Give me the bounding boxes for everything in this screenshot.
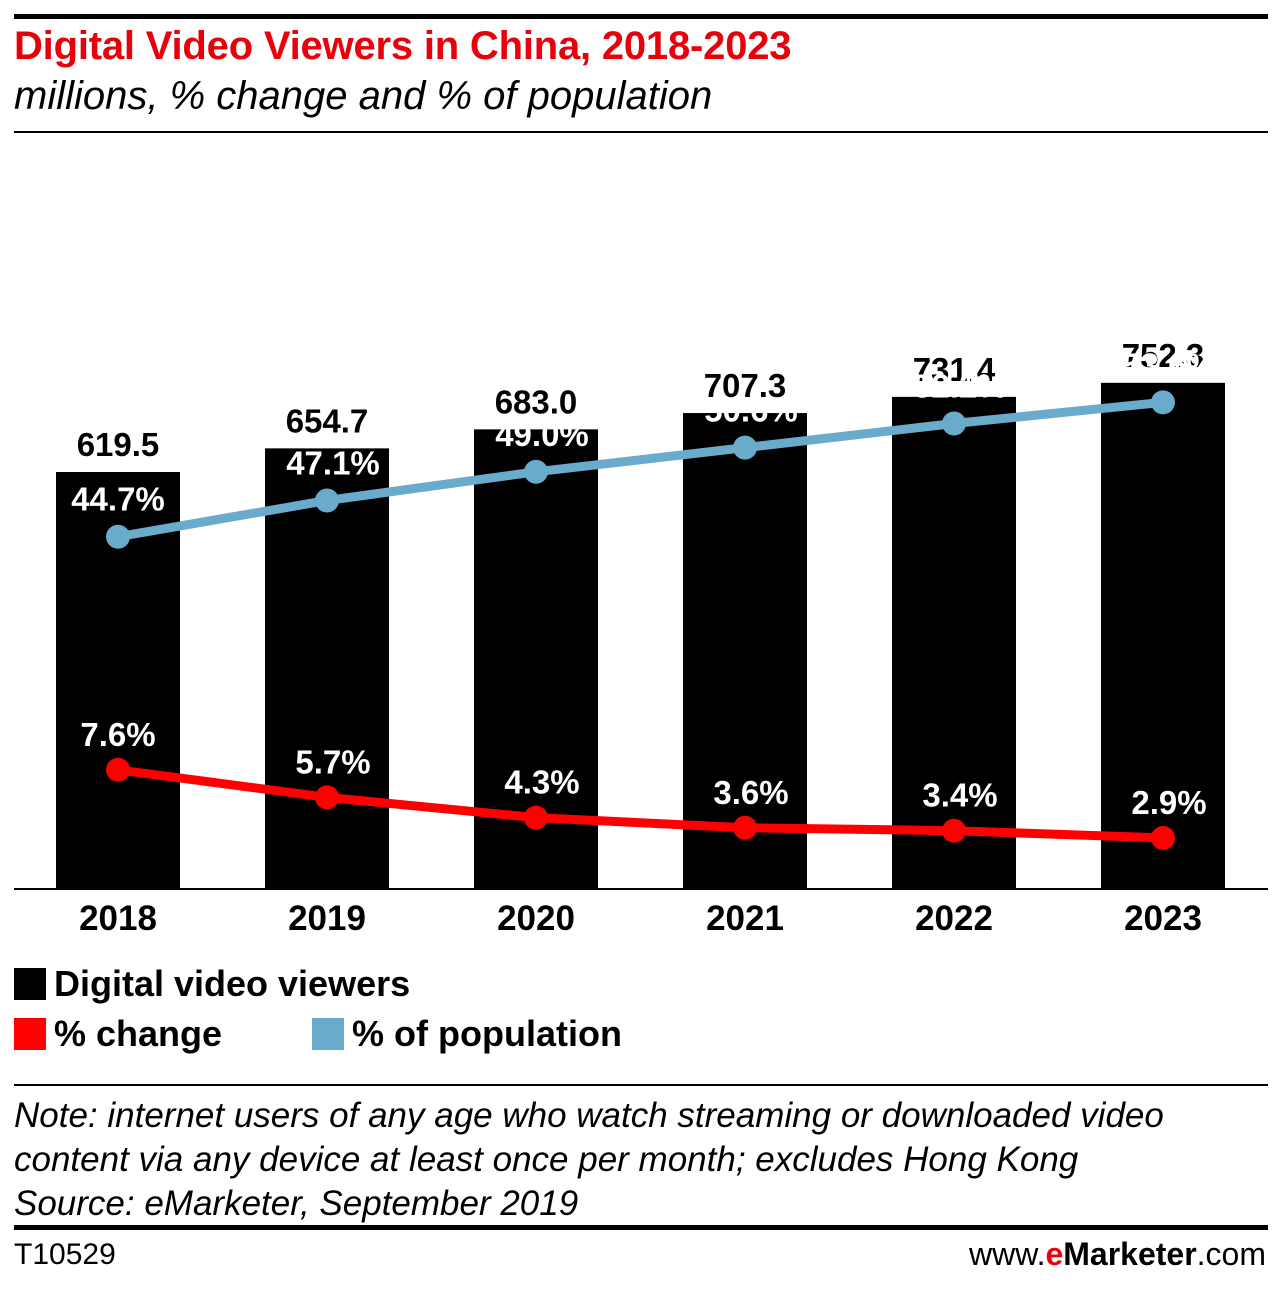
note-line-2: content via any device at least once per… [14, 1140, 1079, 1179]
legend-swatch-population [312, 1018, 344, 1050]
change-data-label: 5.7% [295, 743, 370, 780]
x-tick-label: 2020 [497, 899, 575, 938]
brand-logo[interactable]: www.eMarketer.com [969, 1236, 1266, 1273]
population-data-label: 47.1% [286, 444, 380, 481]
chart-title: Digital Video Viewers in China, 2018-202… [14, 24, 792, 68]
bar-value-label: 707.3 [704, 367, 787, 404]
legend-label-population: % of population [352, 1013, 622, 1054]
population-data-label: 50.6% [704, 392, 798, 429]
legend-swatch-viewers [14, 968, 46, 1000]
population-point [315, 488, 339, 513]
population-point [942, 411, 966, 436]
chart-id: T10529 [14, 1238, 116, 1271]
bar-value-label: 731.4 [913, 351, 996, 388]
bar [683, 413, 807, 888]
population-data-label: 49.0% [495, 416, 589, 453]
x-tick-label: 2019 [288, 899, 366, 938]
chart-subtitle: millions, % change and % of population [14, 74, 713, 118]
change-line [113, 765, 1168, 843]
legend-label-change: % change [54, 1013, 223, 1054]
population-line [113, 397, 1168, 542]
change-data-label: 4.3% [504, 764, 579, 801]
population-point [106, 524, 130, 549]
legend-item-viewers: Digital video viewers [14, 963, 410, 1005]
change-point [315, 785, 339, 810]
change-point [524, 805, 548, 830]
header-rule [14, 131, 1268, 133]
x-tick-label: 2021 [706, 899, 784, 938]
change-data-label: 7.6% [80, 716, 155, 753]
brand-suffix: .com [1196, 1236, 1266, 1272]
change-data-label: 2.9% [1131, 784, 1206, 821]
bar [1101, 382, 1225, 888]
x-tick-label: 2022 [915, 899, 993, 938]
legend-item-change: % change [14, 1013, 222, 1055]
change-point [1151, 825, 1175, 850]
footer-rule [14, 1225, 1268, 1230]
change-data-label: 3.4% [922, 777, 997, 814]
bar-value-label: 752.3 [1122, 337, 1205, 374]
bar [892, 396, 1016, 888]
bar-value-label: 619.5 [77, 426, 160, 463]
legend-item-population: % of population [312, 1013, 622, 1055]
population-point [524, 459, 548, 484]
note-line-1: Note: internet users of any age who watc… [14, 1096, 1164, 1135]
x-tick-label: 2018 [79, 899, 157, 938]
population-data-label: 44.7% [71, 481, 165, 518]
bar-value-label: 683.0 [495, 383, 578, 420]
note-rule [14, 1084, 1268, 1086]
brand-prefix: www. [969, 1236, 1046, 1272]
bar [265, 448, 389, 888]
change-point [942, 818, 966, 843]
legend-label-viewers: Digital video viewers [54, 963, 411, 1004]
brand-name: Marketer [1063, 1236, 1197, 1272]
brand-e: e [1045, 1236, 1064, 1272]
change-point [106, 757, 130, 782]
population-point [733, 435, 757, 460]
change-data-label: 3.6% [713, 774, 788, 811]
top-rule [14, 14, 1268, 19]
population-data-label: 53.6% [1122, 346, 1216, 383]
source-line: Source: eMarketer, September 2019 [14, 1184, 579, 1223]
x-tick-label: 2023 [1124, 899, 1202, 938]
population-data-label: 52.2% [913, 367, 1007, 404]
change-point [733, 815, 757, 840]
chart: 619.5 654.7 683.0 707.3 731.4 752.3 2018 2019 20… [14, 337, 1268, 938]
footnote: Note: internet users of any age who watc… [14, 1094, 1268, 1226]
bar-value-label: 654.7 [286, 402, 369, 439]
legend-swatch-change [14, 1018, 46, 1050]
population-point [1151, 390, 1175, 415]
